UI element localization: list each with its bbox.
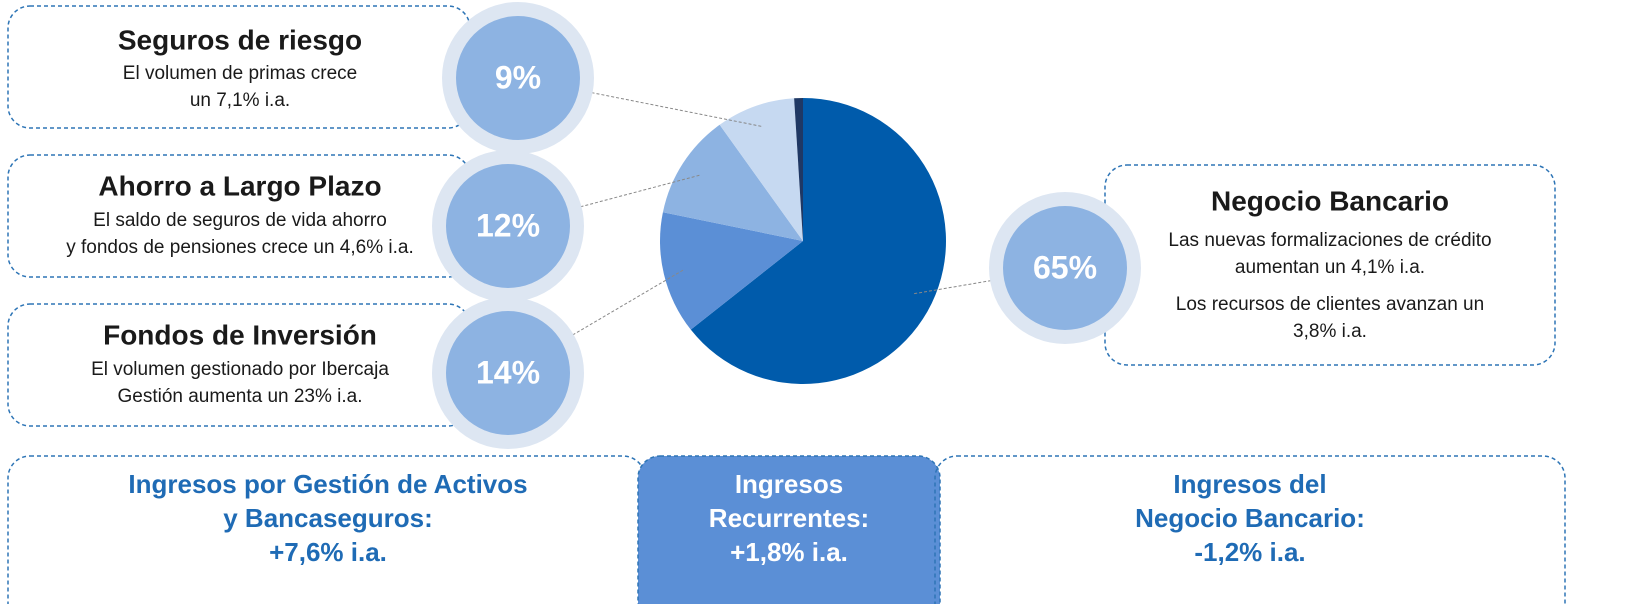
percent-label: 65% <box>1033 249 1097 285</box>
summary-box <box>934 455 1566 604</box>
box-text: y fondos de pensiones crece un 4,6% i.a. <box>66 237 414 258</box>
box-text: El volumen gestionado por Ibercaja <box>91 359 389 380</box>
box-text: El saldo de seguros de vida ahorro <box>93 210 387 231</box>
summary-text: Negocio Bancario: <box>1135 503 1365 533</box>
percent-circle <box>446 164 570 288</box>
summary-text: Ingresos <box>735 469 843 499</box>
percent-label: 12% <box>476 207 540 243</box>
box-title: Negocio Bancario <box>1211 185 1449 216</box>
leader-line <box>507 268 685 374</box>
box-text: aumentan un 4,1% i.a. <box>1235 257 1425 278</box>
summary-text: Recurrentes: <box>709 503 869 533</box>
summary-text: +1,8% i.a. <box>730 537 848 567</box>
summary-text: Ingresos del <box>1173 469 1326 499</box>
summary-text: Ingresos por Gestión de Activos <box>128 469 527 499</box>
box-text: 3,8% i.a. <box>1293 321 1367 342</box>
summary-box <box>7 455 646 604</box>
percent-circle <box>1003 206 1127 330</box>
percent-circle <box>446 311 570 435</box>
summary-text: -1,2% i.a. <box>1194 537 1305 567</box>
percent-label: 9% <box>495 59 541 95</box>
percent-label: 14% <box>476 354 540 390</box>
leader-line <box>507 174 702 227</box>
box-text: Los recursos de clientes avanzan un <box>1176 294 1484 315</box>
pie-slice <box>690 98 946 384</box>
pie-slice <box>719 98 803 242</box>
box-title: Fondos de Inversión <box>103 319 377 350</box>
box-text: El volumen de primas crece <box>123 63 357 84</box>
summary-text: y Bancaseguros: <box>223 503 433 533</box>
percent-circle <box>456 16 580 140</box>
box-text: un 7,1% i.a. <box>190 90 290 111</box>
box-text: Las nuevas formalizaciones de crédito <box>1168 230 1491 251</box>
pie-slice <box>660 212 803 330</box>
pie-slice <box>662 124 803 241</box>
box-text: Gestión aumenta un 23% i.a. <box>117 386 362 407</box>
pie-slice <box>794 98 803 241</box>
box-title: Ahorro a Largo Plazo <box>98 170 381 201</box>
summary-box <box>637 455 941 604</box>
box-title: Seguros de riesgo <box>118 24 362 55</box>
summary-text: +7,6% i.a. <box>269 537 387 567</box>
